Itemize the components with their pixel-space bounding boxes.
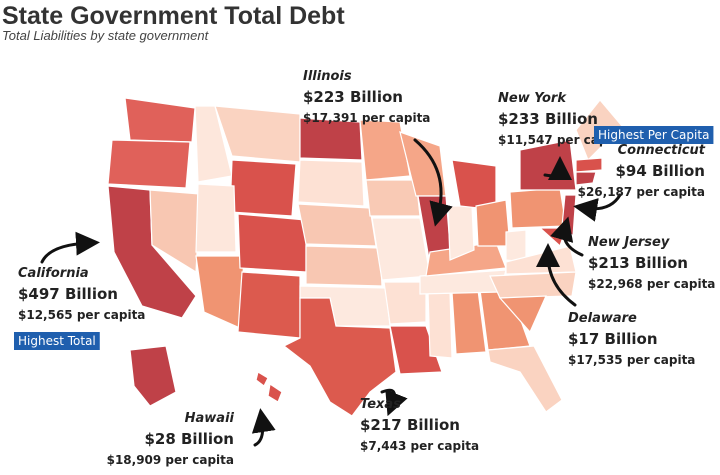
state-name: Delaware — [568, 311, 637, 326]
state-name: New York — [498, 91, 567, 106]
state-shape — [538, 227, 567, 248]
arrows — [40, 138, 622, 447]
state-shape — [129, 345, 177, 407]
states — [107, 97, 623, 417]
state-shape — [383, 281, 427, 325]
per-capita: $12,565 per capita — [18, 308, 145, 322]
state-shape — [359, 119, 411, 181]
arrow — [573, 193, 622, 222]
state-shape — [124, 97, 196, 143]
per-capita: $26,187 per capita — [578, 185, 705, 199]
state-shape — [267, 382, 283, 403]
state-shape — [107, 139, 191, 189]
state-shape — [447, 205, 475, 261]
state-shape — [237, 271, 301, 339]
arrow — [543, 156, 572, 181]
subtitle: Total Liabilities by state government — [2, 28, 210, 43]
per-capita: $17,391 per capita — [303, 111, 430, 125]
state-shape — [509, 187, 567, 229]
title: State Government Total Debt — [2, 2, 345, 30]
state-name: New Jersey — [588, 235, 670, 250]
state-shape — [305, 245, 383, 287]
arrow — [251, 408, 276, 447]
state-shape — [297, 203, 377, 247]
state-shape — [519, 139, 577, 191]
total-debt: $213 Billion — [588, 254, 688, 272]
state-shape — [297, 159, 365, 207]
per-capita: $7,443 per capita — [360, 439, 479, 453]
badge-label: Highest Per Capita — [598, 128, 709, 142]
state-name: Connecticut — [618, 143, 706, 158]
badge-label: Highest Total — [18, 334, 96, 348]
state-shape — [575, 171, 597, 186]
state-shape — [149, 189, 201, 274]
state-shape — [498, 295, 547, 334]
state-shape — [575, 157, 603, 173]
arrow — [550, 216, 584, 257]
state-shape — [282, 297, 397, 417]
state-shape — [237, 213, 307, 273]
state-shape — [195, 255, 245, 329]
arrow — [380, 388, 408, 417]
callouts: Illinois $223 Billion $17,391 per capita Ne… — [14, 69, 715, 467]
badge-box — [594, 126, 714, 144]
total-debt: $28 Billion — [144, 430, 234, 448]
state-shape — [214, 105, 301, 163]
state-shape — [475, 199, 511, 247]
state-shape — [365, 179, 421, 217]
per-capita: $17,535 per capita — [568, 353, 695, 367]
state-shape — [195, 183, 237, 253]
total-debt: $497 Billion — [18, 285, 118, 303]
state-shape — [299, 117, 363, 161]
per-capita: $11,547 per capita — [498, 133, 625, 147]
state-shape — [451, 159, 497, 211]
state-shape — [489, 271, 577, 299]
state-shape — [229, 159, 297, 217]
state-name: Hawaii — [185, 411, 235, 426]
state-shape — [371, 217, 431, 281]
total-debt: $217 Billion — [360, 416, 460, 434]
state-name: Texas — [360, 397, 401, 412]
total-debt: $223 Billion — [303, 88, 403, 106]
arrow — [40, 231, 100, 264]
arrow — [536, 243, 577, 307]
state-shape — [487, 345, 563, 413]
arrow — [413, 138, 453, 227]
total-debt: $17 Billion — [568, 330, 658, 348]
per-capita: $22,968 per capita — [588, 277, 715, 291]
badge-box — [14, 332, 100, 350]
per-capita: $18,909 per capita — [107, 453, 234, 467]
state-shape — [255, 371, 269, 387]
state-shape — [427, 291, 453, 359]
total-debt: $233 Billion — [498, 110, 598, 128]
state-name: California — [18, 266, 89, 281]
state-name: Illinois — [303, 69, 352, 84]
total-debt: $94 Billion — [615, 162, 705, 180]
